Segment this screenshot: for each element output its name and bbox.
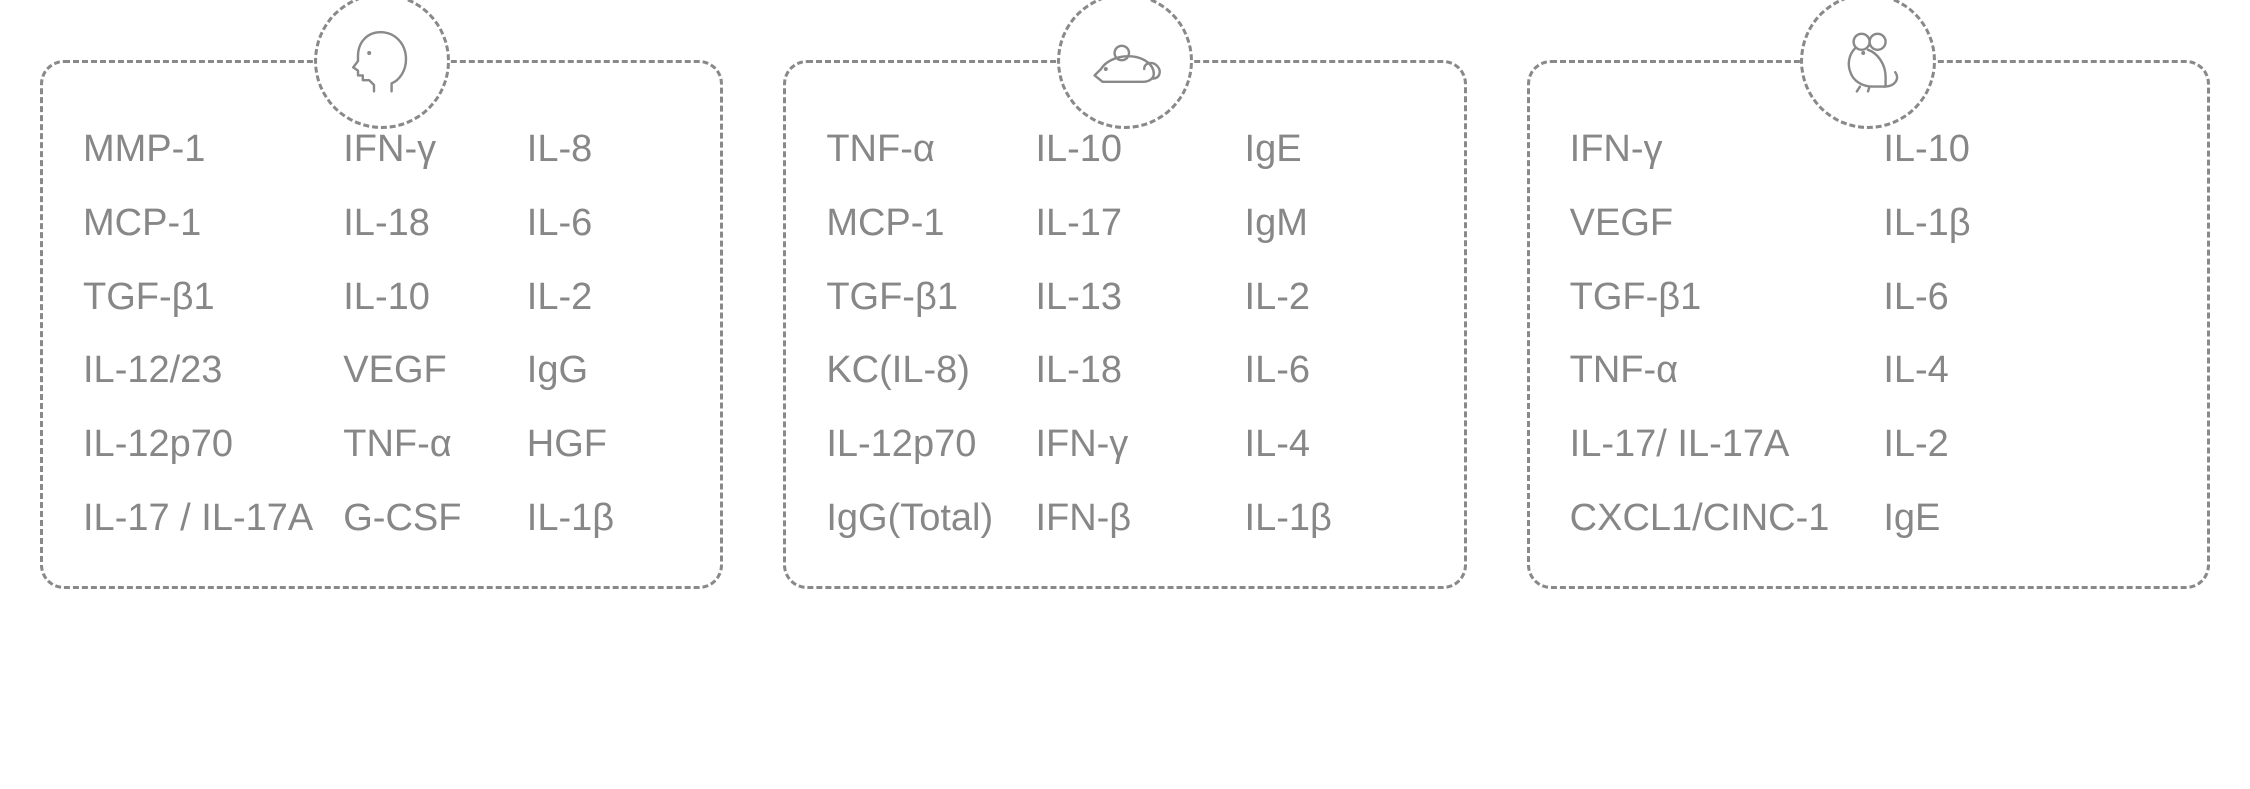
marker-cell: IL-17/ IL-17A	[1570, 408, 1854, 482]
marker-cell: IL-1β	[1883, 187, 2167, 261]
marker-cell: IgE	[1245, 113, 1424, 187]
icon-circle-human	[314, 0, 450, 129]
marker-cell: IL-6	[1883, 261, 2167, 335]
marker-cell: VEGF	[1570, 187, 1854, 261]
marker-cell: IL-4	[1883, 334, 2167, 408]
marker-cell: IgG(Total)	[826, 482, 1005, 556]
marker-cell: IFN-γ	[1570, 113, 1854, 187]
marker-cell: MCP-1	[83, 187, 313, 261]
marker-cell: TNF-α	[1570, 334, 1854, 408]
icon-circle-mouse	[1057, 0, 1193, 129]
icon-circle-rat	[1800, 0, 1936, 129]
col: MMP-1 MCP-1 TGF-β1 IL-12/23 IL-12p70 IL-…	[83, 113, 313, 556]
marker-cell: IL-17 / IL-17A	[83, 482, 313, 556]
marker-cell: IL-10	[1883, 113, 2167, 187]
marker-cell: CXCL1/CINC-1	[1570, 482, 1854, 556]
columns-mouse: TNF-α MCP-1 TGF-β1 KC(IL-8) IL-12p70 IgG…	[826, 113, 1423, 556]
col: IFN-γ IL-18 IL-10 VEGF TNF-α G-CSF	[343, 113, 497, 556]
panel-mouse: TNF-α MCP-1 TGF-β1 KC(IL-8) IL-12p70 IgG…	[783, 60, 1466, 589]
marker-cell: IL-1β	[527, 482, 681, 556]
marker-cell: TGF-β1	[1570, 261, 1854, 335]
rat-icon	[1828, 21, 1908, 101]
col: IFN-γ VEGF TGF-β1 TNF-α IL-17/ IL-17A CX…	[1570, 113, 1854, 556]
marker-cell: IL-18	[343, 187, 497, 261]
marker-cell: IL-12p70	[83, 408, 313, 482]
marker-cell: IL-8	[527, 113, 681, 187]
marker-cell: TGF-β1	[826, 261, 1005, 335]
marker-cell: IL-10	[343, 261, 497, 335]
col: IL-8 IL-6 IL-2 IgG HGF IL-1β	[527, 113, 681, 556]
marker-cell: G-CSF	[343, 482, 497, 556]
marker-cell: TNF-α	[826, 113, 1005, 187]
marker-cell: MCP-1	[826, 187, 1005, 261]
marker-cell: IL-13	[1035, 261, 1214, 335]
marker-cell: HGF	[527, 408, 681, 482]
marker-cell: IL-2	[1245, 261, 1424, 335]
col: IL-10 IL-17 IL-13 IL-18 IFN-γ IFN-β	[1035, 113, 1214, 556]
species-markers-infographic: MMP-1 MCP-1 TGF-β1 IL-12/23 IL-12p70 IL-…	[0, 0, 2250, 629]
human-head-icon	[342, 21, 422, 101]
mouse-icon	[1085, 21, 1165, 101]
marker-cell: IL-4	[1245, 408, 1424, 482]
marker-cell: IL-12/23	[83, 334, 313, 408]
marker-cell: TGF-β1	[83, 261, 313, 335]
marker-cell: IL-18	[1035, 334, 1214, 408]
col: IL-10 IL-1β IL-6 IL-4 IL-2 IgE	[1883, 113, 2167, 556]
marker-cell: IL-2	[527, 261, 681, 335]
marker-cell: TNF-α	[343, 408, 497, 482]
marker-cell: IFN-β	[1035, 482, 1214, 556]
marker-cell: IgG	[527, 334, 681, 408]
col: TNF-α MCP-1 TGF-β1 KC(IL-8) IL-12p70 IgG…	[826, 113, 1005, 556]
marker-cell: VEGF	[343, 334, 497, 408]
panel-human: MMP-1 MCP-1 TGF-β1 IL-12/23 IL-12p70 IL-…	[40, 60, 723, 589]
panel-rat: IFN-γ VEGF TGF-β1 TNF-α IL-17/ IL-17A CX…	[1527, 60, 2210, 589]
marker-cell: IL-17	[1035, 187, 1214, 261]
columns-rat: IFN-γ VEGF TGF-β1 TNF-α IL-17/ IL-17A CX…	[1570, 113, 2167, 556]
marker-cell: MMP-1	[83, 113, 313, 187]
marker-cell: IL-6	[527, 187, 681, 261]
marker-cell: KC(IL-8)	[826, 334, 1005, 408]
col: IgE IgM IL-2 IL-6 IL-4 IL-1β	[1245, 113, 1424, 556]
marker-cell: IL-12p70	[826, 408, 1005, 482]
marker-cell: IgE	[1883, 482, 2167, 556]
marker-cell: IgM	[1245, 187, 1424, 261]
marker-cell: IFN-γ	[1035, 408, 1214, 482]
marker-cell: IL-6	[1245, 334, 1424, 408]
marker-cell: IL-2	[1883, 408, 2167, 482]
columns-human: MMP-1 MCP-1 TGF-β1 IL-12/23 IL-12p70 IL-…	[83, 113, 680, 556]
marker-cell: IL-1β	[1245, 482, 1424, 556]
